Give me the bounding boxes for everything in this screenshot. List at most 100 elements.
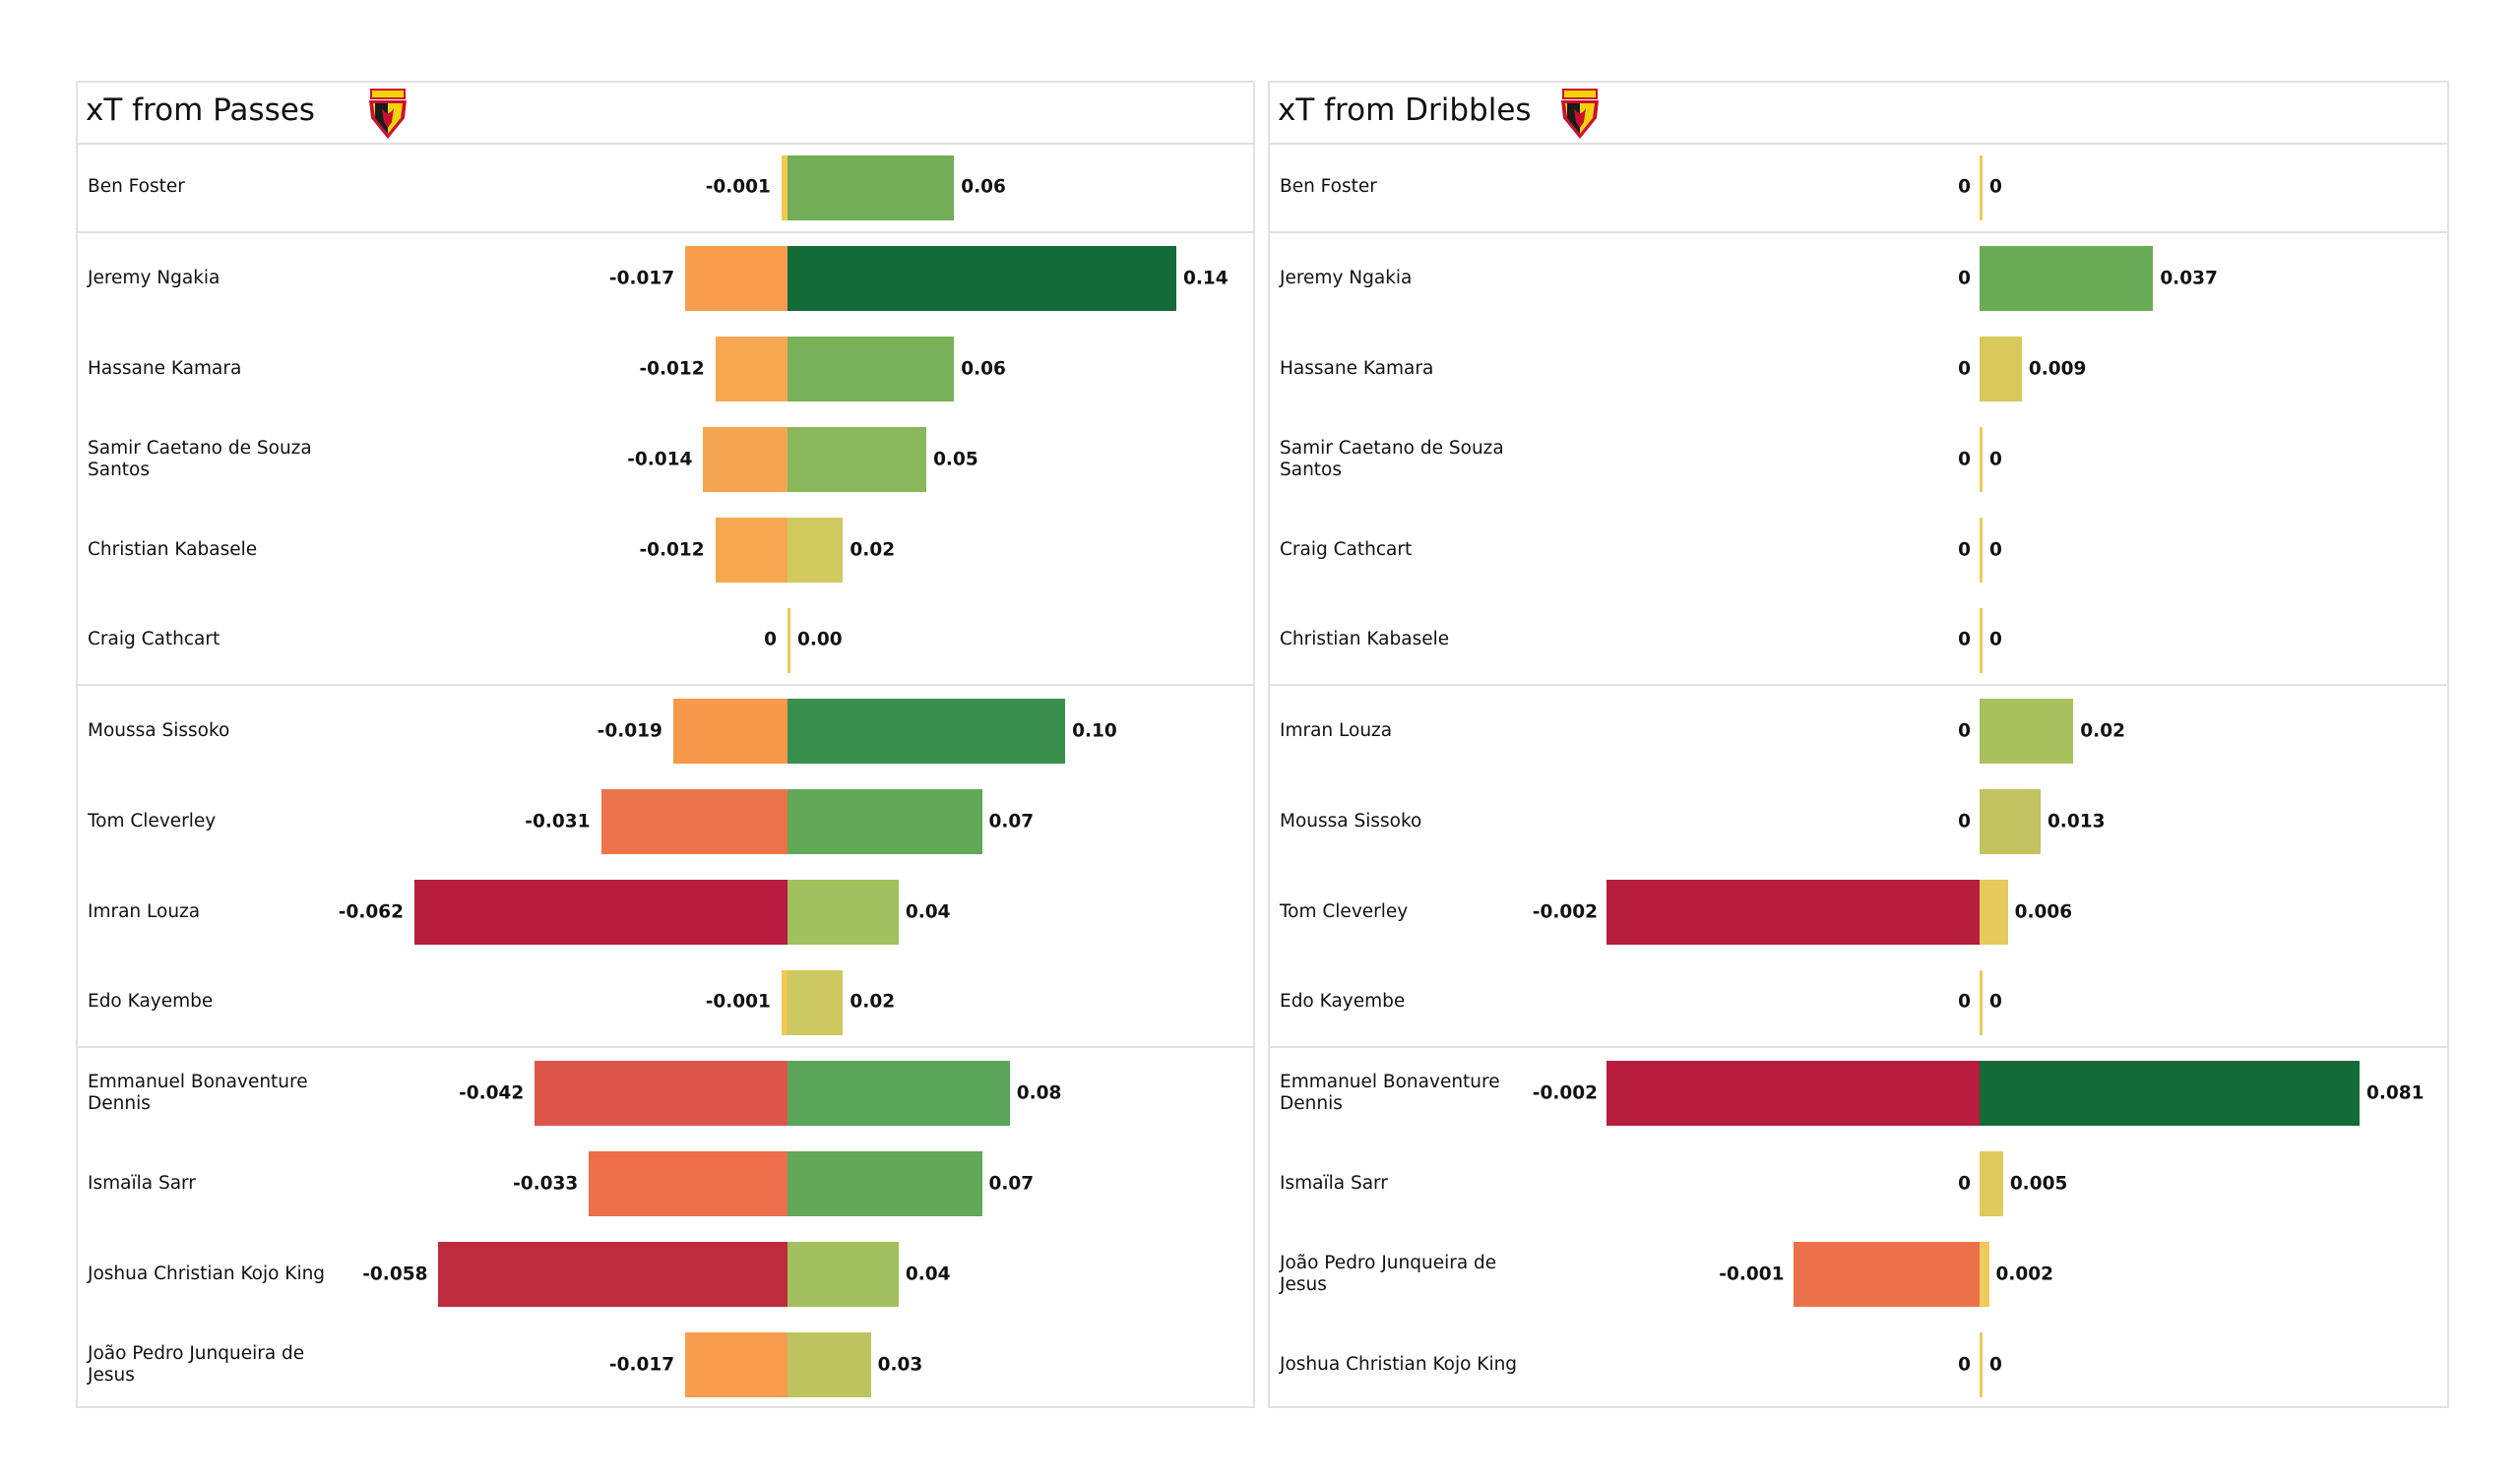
positive-bar xyxy=(1980,880,2008,945)
positive-bar xyxy=(1980,155,1983,220)
chart-header: xT from Passes xyxy=(78,83,1253,145)
player-name: Joshua Christian Kojo King xyxy=(1280,1354,1518,1375)
player-name: Joshua Christian Kojo King xyxy=(88,1264,326,1284)
negative-bar xyxy=(672,699,788,764)
negative-value-label: 0 xyxy=(1958,449,1971,470)
negative-value-label: 0 xyxy=(764,629,777,650)
negative-value-label: -0.033 xyxy=(513,1173,579,1195)
positive-bar xyxy=(1980,970,1983,1035)
player-row: Ismaïla Sarr -0.033 0.07 xyxy=(78,1139,1253,1229)
passes-chart-panel: xT from Passes Ben Foster -0.001 0.06 Jerem… xyxy=(76,81,1255,1408)
negative-value-label: -0.058 xyxy=(362,1264,428,1285)
player-name: Jeremy Ngakia xyxy=(88,268,220,288)
negative-value-label: -0.019 xyxy=(597,720,662,742)
positive-bar xyxy=(788,880,899,945)
positive-value-label: 0 xyxy=(1989,629,2002,650)
negative-value-label: -0.001 xyxy=(705,991,771,1013)
player-name: Ismaïla Sarr xyxy=(1280,1173,1388,1194)
positive-value-label: 0.005 xyxy=(2009,1173,2068,1195)
negative-value-label: -0.062 xyxy=(338,901,404,923)
player-row: Imran Louza 0 0.02 xyxy=(1270,686,2447,776)
positive-bar xyxy=(1980,608,1983,673)
player-row: Jeremy Ngakia -0.017 0.14 xyxy=(78,233,1253,324)
positive-bar xyxy=(788,1242,899,1307)
negative-value-label: 0 xyxy=(1958,358,1971,380)
negative-value-label: -0.017 xyxy=(608,268,675,289)
negative-bar xyxy=(781,155,788,220)
positive-bar xyxy=(1980,1332,1983,1397)
positive-bar xyxy=(788,970,844,1035)
positive-bar xyxy=(788,1061,1010,1126)
player-name: Hassane Kamara xyxy=(88,358,242,379)
negative-value-label: -0.012 xyxy=(639,358,705,380)
negative-bar xyxy=(438,1242,788,1307)
positive-bar xyxy=(1980,337,2022,401)
positive-bar xyxy=(1980,1242,1989,1307)
player-name: Craig Cathcart xyxy=(88,629,220,649)
negative-bar xyxy=(685,1332,788,1397)
positive-value-label: 0.013 xyxy=(2047,811,2106,832)
positive-value-label: 0.00 xyxy=(797,629,843,650)
positive-bar xyxy=(1980,427,1983,492)
positive-value-label: 0.006 xyxy=(2014,901,2073,923)
positive-bar xyxy=(1980,699,2074,764)
positive-value-label: 0.03 xyxy=(877,1354,923,1376)
positive-value-label: 0 xyxy=(1989,176,2002,198)
negative-value-label: -0.042 xyxy=(459,1082,525,1104)
negative-bar xyxy=(1606,1061,1980,1126)
player-row: Ben Foster 0 0 xyxy=(1270,143,2447,233)
player-row: Emmanuel Bonaventure Dennis -0.002 0.081 xyxy=(1270,1048,2447,1139)
player-row: Emmanuel Bonaventure Dennis -0.042 0.08 xyxy=(78,1048,1253,1139)
positive-value-label: 0.02 xyxy=(2080,720,2125,742)
positive-value-label: 0.009 xyxy=(2028,358,2087,380)
positive-value-label: 0.002 xyxy=(1995,1264,2054,1285)
positive-value-label: 0 xyxy=(1989,449,2002,470)
player-name: João Pedro Junqueira de Jesus xyxy=(88,1343,305,1386)
negative-value-label: -0.012 xyxy=(639,539,705,561)
player-row: Edo Kayembe 0 0 xyxy=(1270,957,2447,1048)
player-row: Ben Foster -0.001 0.06 xyxy=(78,143,1253,233)
player-name: Edo Kayembe xyxy=(88,991,214,1012)
positive-value-label: 0.04 xyxy=(905,901,951,923)
positive-value-label: 0.02 xyxy=(850,539,896,561)
player-name: Samir Caetano de Souza Santos xyxy=(88,438,312,480)
player-name: Emmanuel Bonaventure Dennis xyxy=(88,1072,308,1114)
player-name: Ben Foster xyxy=(88,176,185,197)
player-row: João Pedro Junqueira de Jesus -0.001 0.002 xyxy=(1270,1229,2447,1320)
negative-bar xyxy=(715,337,788,401)
positive-value-label: 0.04 xyxy=(905,1264,951,1285)
player-name: Ismaïla Sarr xyxy=(88,1173,196,1194)
negative-bar xyxy=(589,1151,788,1216)
positive-value-label: 0.14 xyxy=(1183,268,1228,289)
player-row: Joshua Christian Kojo King -0.058 0.04 xyxy=(78,1229,1253,1320)
positive-value-label: 0.037 xyxy=(2160,268,2218,289)
positive-value-label: 0.10 xyxy=(1072,720,1117,742)
player-row: Samir Caetano de Souza Santos -0.014 0.05 xyxy=(78,414,1253,505)
positive-bar xyxy=(788,1151,982,1216)
positive-value-label: 0.06 xyxy=(961,176,1006,198)
negative-bar xyxy=(685,246,788,311)
negative-value-label: 0 xyxy=(1958,176,1971,198)
negative-value-label: -0.001 xyxy=(705,176,771,198)
player-row: Hassane Kamara 0 0.009 xyxy=(1270,324,2447,414)
negative-value-label: -0.031 xyxy=(525,811,591,832)
negative-value-label: -0.002 xyxy=(1532,901,1598,923)
positive-bar xyxy=(788,337,955,401)
player-name: Imran Louza xyxy=(88,901,201,922)
negative-value-label: 0 xyxy=(1958,1354,1971,1376)
positive-bar xyxy=(1980,789,2041,854)
player-name: Imran Louza xyxy=(1280,720,1393,741)
player-name: Samir Caetano de Souza Santos xyxy=(1280,438,1504,480)
positive-bar xyxy=(788,608,790,673)
player-row: Tom Cleverley -0.031 0.07 xyxy=(78,776,1253,867)
positive-value-label: 0.081 xyxy=(2366,1082,2425,1104)
player-name: Edo Kayembe xyxy=(1280,991,1406,1012)
positive-bar xyxy=(788,699,1066,764)
player-name: Tom Cleverley xyxy=(1280,901,1409,922)
player-row: João Pedro Junqueira de Jesus -0.017 0.03 xyxy=(78,1320,1253,1410)
player-row: Christian Kabasele -0.012 0.02 xyxy=(78,505,1253,595)
negative-value-label: 0 xyxy=(1958,1173,1971,1195)
chart-title: xT from Dribbles xyxy=(1278,92,1532,128)
positive-value-label: 0.06 xyxy=(961,358,1006,380)
player-name: Christian Kabasele xyxy=(1280,629,1450,649)
